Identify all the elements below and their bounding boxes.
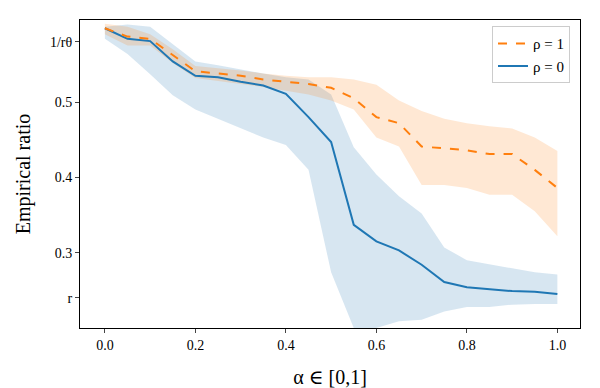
svg-text:0.8: 0.8 [458,338,476,353]
svg-text:0.5: 0.5 [55,95,73,110]
svg-text:1.0: 1.0 [549,338,567,353]
svg-text:ρ = 1: ρ = 1 [533,36,564,52]
svg-text:0.6: 0.6 [368,338,386,353]
svg-text:r: r [68,291,73,306]
svg-text:0.0: 0.0 [96,338,114,353]
svg-text:1/rθ: 1/rθ [50,35,73,50]
svg-text:ρ = 0: ρ = 0 [533,59,564,75]
svg-text:0.4: 0.4 [277,338,295,353]
svg-text:0.4: 0.4 [55,170,73,185]
svg-text:Empirical ratio: Empirical ratio [12,114,35,235]
svg-text:α ∈ [0,1]: α ∈ [0,1] [293,366,367,388]
svg-text:0.3: 0.3 [55,246,73,261]
svg-text:0.2: 0.2 [187,338,205,353]
